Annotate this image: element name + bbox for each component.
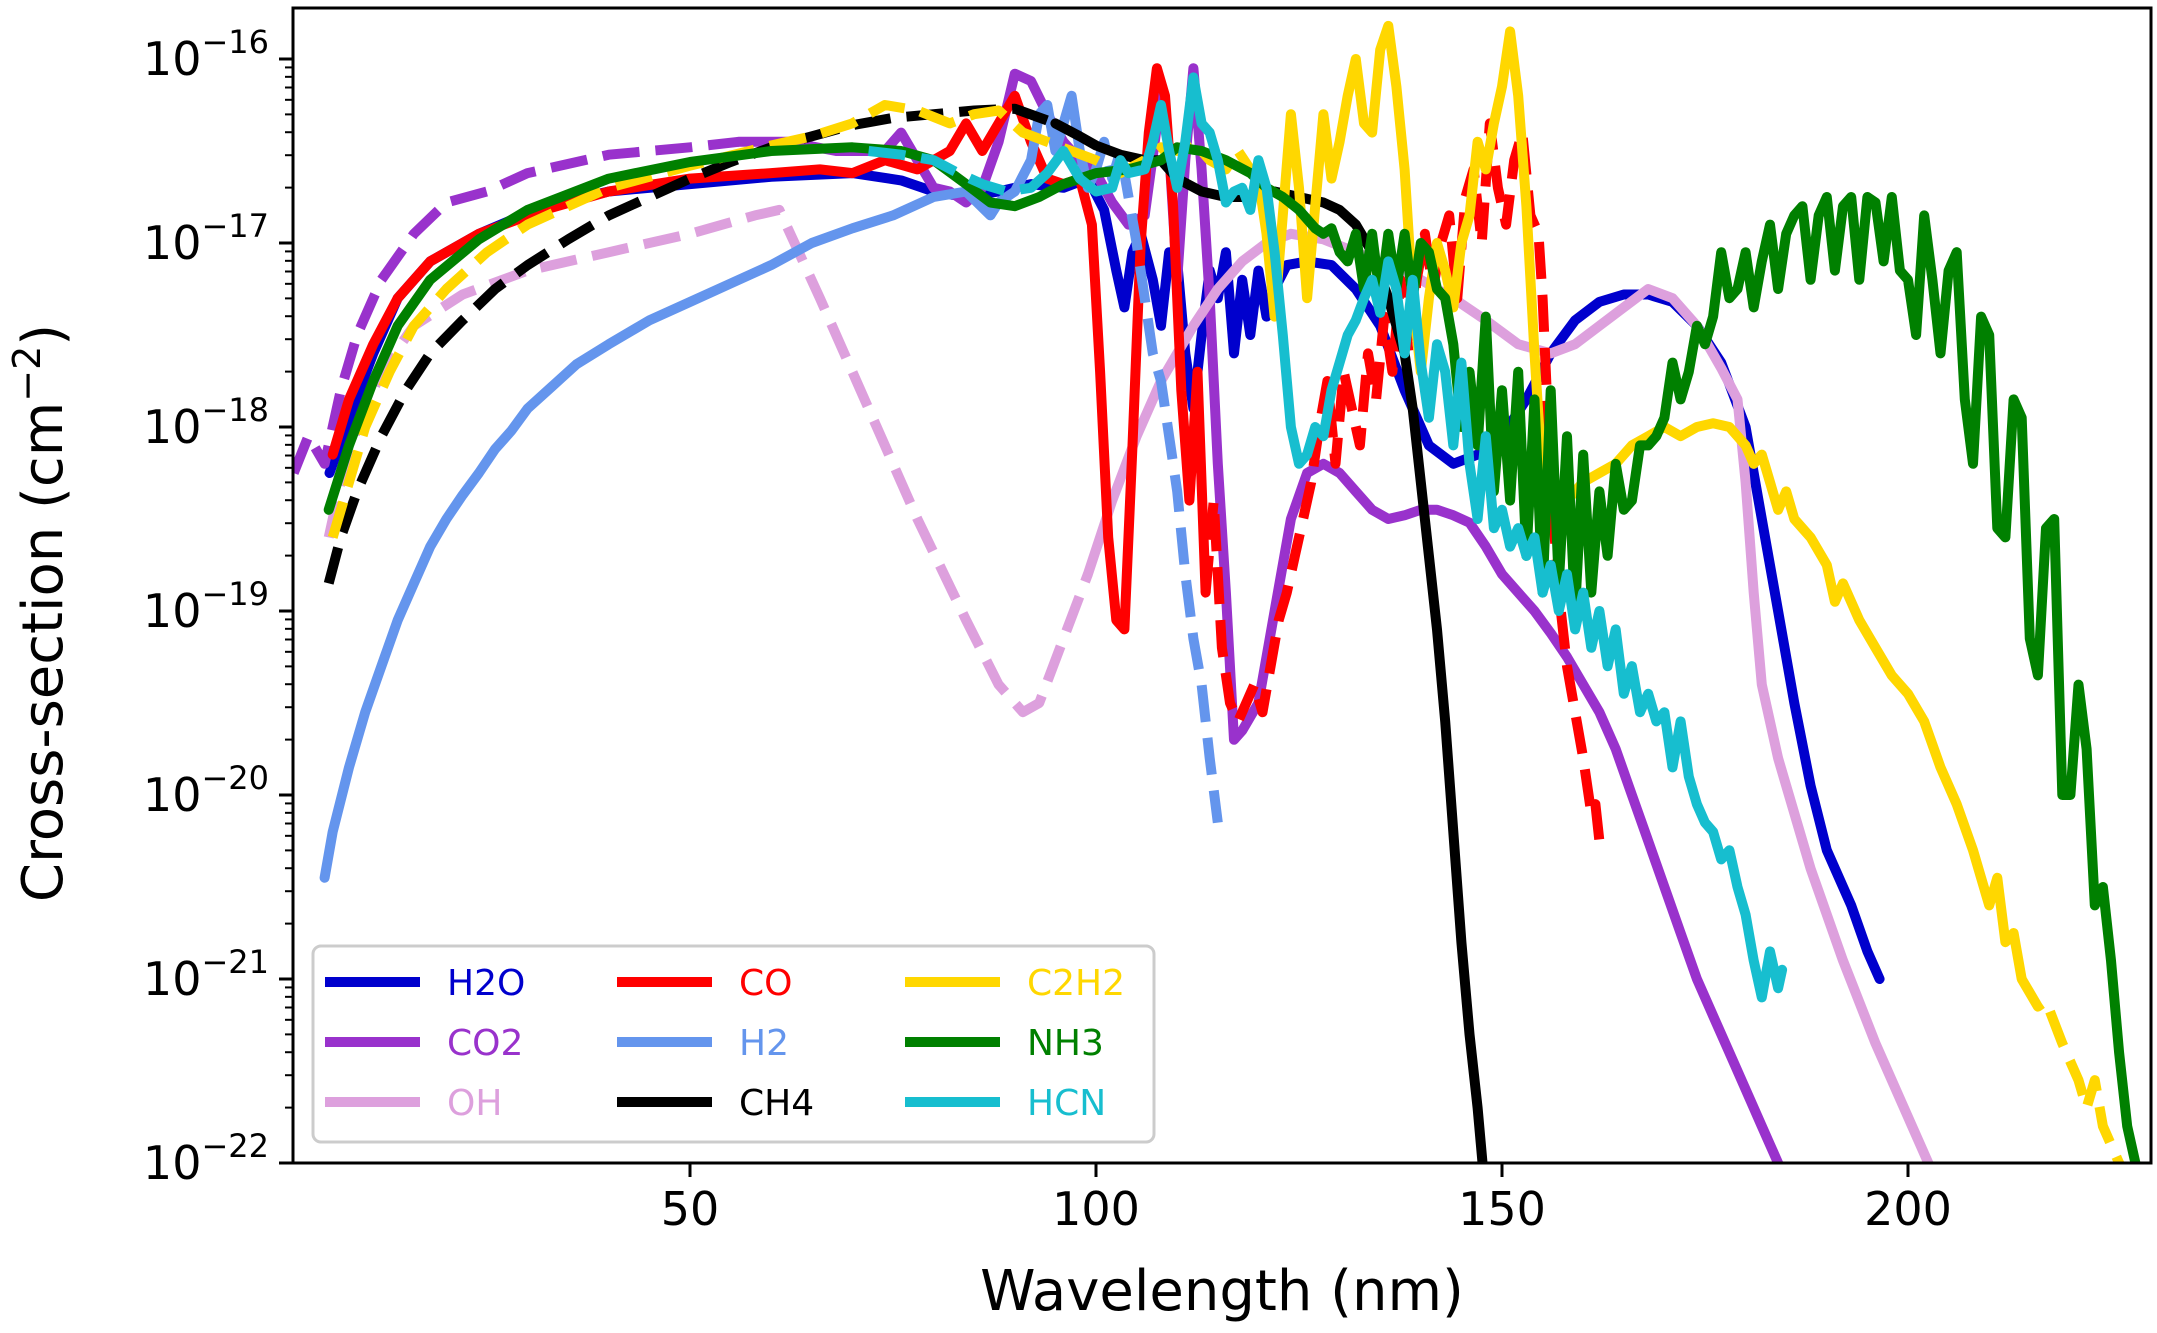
y-tick-label: 10−17	[143, 207, 269, 270]
legend-item-h2: H2	[617, 1023, 789, 1064]
legend-label: CH4	[739, 1083, 814, 1124]
y-tick-label-base: 10	[143, 952, 202, 1006]
y-axis-label-end: )	[11, 324, 76, 346]
y-tick-label-base: 10	[143, 216, 202, 270]
x-tick-label: 50	[661, 1182, 720, 1236]
y-tick-label-base: 10	[143, 1136, 202, 1190]
y-tick-label-base: 10	[143, 768, 202, 822]
series-line-oh-solid	[1082, 228, 1934, 1163]
series-line-hcn-dashed	[868, 146, 1051, 197]
plot-frame	[291, 6, 2153, 1165]
y-axis-label-sup: −2	[5, 346, 49, 402]
y-tick-label-exponent: −22	[201, 1127, 269, 1165]
legend-item-h2o: H2O	[325, 963, 525, 1004]
y-tick-label: 10−22	[143, 1127, 269, 1190]
legend-item-co2: CO2	[325, 1023, 523, 1064]
legend-item-hcn: HCN	[905, 1083, 1106, 1124]
legend-label: NH3	[1027, 1023, 1104, 1064]
legend-item-nh3: NH3	[905, 1023, 1104, 1064]
series-line-nh3-solid	[323, 142, 2141, 1163]
x-tick-label: 200	[1864, 1182, 1952, 1236]
legend-label: HCN	[1027, 1083, 1106, 1124]
series-line-c2h2-dashed	[2017, 976, 2125, 1163]
legend: H2O CO2 OH CO H2 CH4 C2H2 NH3 HCN	[311, 944, 1156, 1144]
series-nh3	[323, 142, 2141, 1163]
y-tick-label: 10−16	[143, 23, 269, 86]
legend-item-c2h2: C2H2	[905, 963, 1125, 1004]
series-line-ch4-dashed	[323, 103, 1058, 585]
y-tick-label-base: 10	[143, 32, 202, 86]
series-line-co-dashed	[1200, 118, 1605, 842]
y-tick-label-exponent: −17	[201, 207, 269, 245]
y-tick-label-base: 10	[143, 400, 202, 454]
y-tick-label-base: 10	[143, 584, 202, 638]
legend-label: C2H2	[1027, 963, 1125, 1004]
y-tick-label-exponent: −21	[201, 943, 269, 981]
legend-frame	[311, 944, 1156, 1144]
legend-item-ch4: CH4	[617, 1083, 814, 1124]
series-line-co-solid	[327, 63, 1211, 635]
legend-label: CO	[739, 963, 792, 1004]
y-tick-label-exponent: −19	[201, 575, 269, 613]
legend-item-oh: OH	[325, 1083, 502, 1124]
x-tick-label: 100	[1052, 1182, 1140, 1236]
series-line-co2-dashed	[293, 136, 740, 475]
legend-label: H2O	[447, 963, 525, 1004]
series-line-hcn-solid	[1042, 72, 1788, 1003]
legend-item-co: CO	[617, 963, 792, 1004]
y-tick-label: 10−20	[143, 759, 269, 822]
legend-label: OH	[447, 1083, 502, 1124]
y-tick-label: 10−19	[143, 575, 269, 638]
series-line-oh-dashed	[323, 204, 1093, 718]
y-axis-label: Cross-section (cm−2)	[5, 324, 76, 902]
x-axis: 50 100 150 200	[661, 1163, 1952, 1236]
legend-label: H2	[739, 1023, 789, 1064]
series-hcn	[868, 72, 1788, 1003]
series-co	[327, 63, 1605, 842]
series-line-h2-solid	[319, 90, 1101, 883]
y-axis-label-base: Cross-section (cm	[11, 402, 76, 902]
y-tick-label-exponent: −20	[201, 759, 269, 797]
series-layer	[293, 20, 2141, 1163]
y-tick-label: 10−18	[143, 391, 269, 454]
y-tick-label-exponent: −16	[201, 23, 269, 61]
y-tick-label-exponent: −18	[201, 391, 269, 429]
x-axis-label: Wavelength (nm)	[980, 1259, 1464, 1324]
x-tick-label: 150	[1458, 1182, 1546, 1236]
legend-label: CO2	[447, 1023, 523, 1064]
series-oh	[323, 204, 1934, 1163]
y-tick-label: 10−21	[143, 943, 269, 1006]
